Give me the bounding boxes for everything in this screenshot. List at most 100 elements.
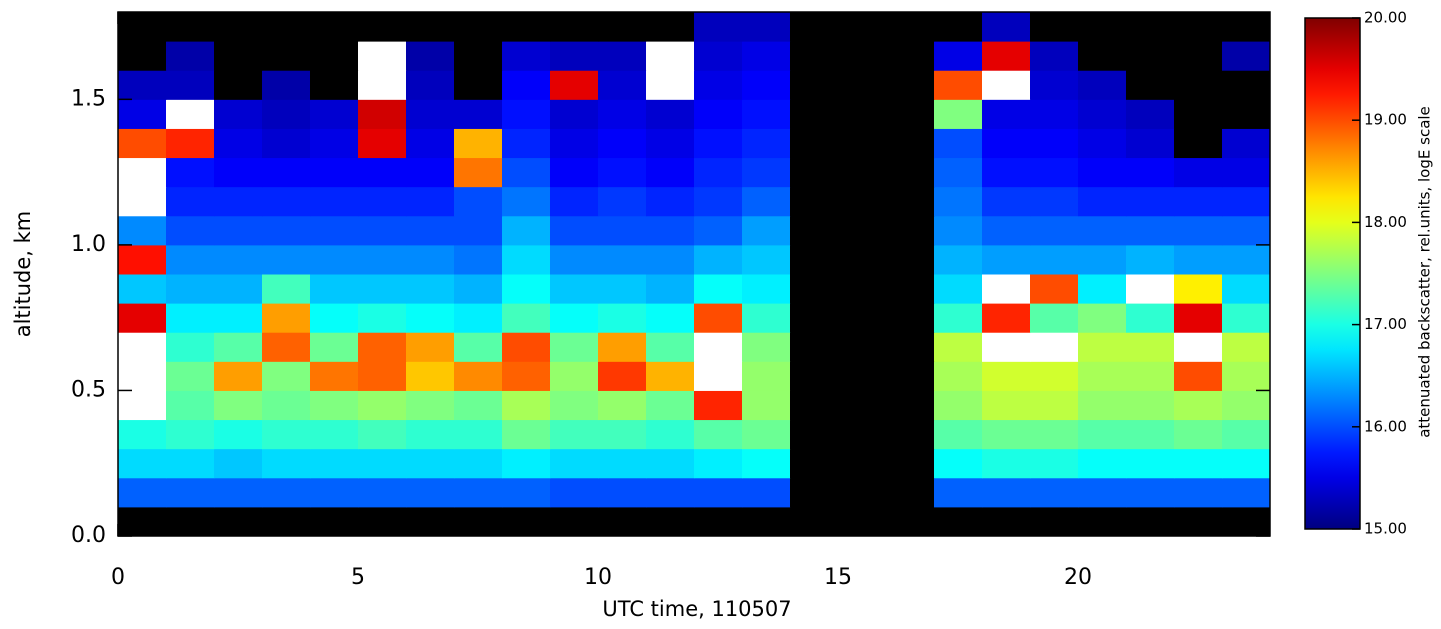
heat-cell <box>214 157 263 188</box>
colorbar-tick-label: 17.00 <box>1364 315 1407 333</box>
heat-cell <box>934 186 983 217</box>
heat-cell <box>502 215 551 246</box>
heat-cell <box>982 303 1031 333</box>
y-tick-label: 0.0 <box>71 523 106 548</box>
heat-cell <box>310 361 359 391</box>
heat-cell <box>742 157 791 188</box>
heat-cell <box>502 361 551 391</box>
heat-cell <box>886 506 935 537</box>
heat-cell <box>694 506 743 537</box>
heat-cell <box>310 70 359 100</box>
heat-cell <box>1222 157 1271 188</box>
heat-cell <box>1174 186 1223 217</box>
heat-cell <box>358 99 407 129</box>
heat-cell <box>982 157 1031 188</box>
x-tick-label: 10 <box>584 565 612 590</box>
heat-cell <box>790 448 839 479</box>
heat-cell <box>742 303 791 333</box>
heat-cell <box>886 274 935 304</box>
heat-cell <box>646 157 695 188</box>
heat-cell <box>982 70 1031 100</box>
heat-cell <box>1174 99 1223 129</box>
heat-cell <box>1174 303 1223 333</box>
heat-cell <box>310 390 359 421</box>
heat-cell <box>838 506 887 537</box>
heat-cell <box>838 41 887 71</box>
heat-cell <box>790 12 839 42</box>
heat-cell <box>166 99 215 129</box>
heat-cell <box>1078 157 1127 188</box>
heat-cell <box>982 332 1031 362</box>
heat-cell <box>550 448 599 479</box>
heat-cell <box>1174 41 1223 71</box>
heat-cell <box>550 157 599 188</box>
heat-cell <box>214 332 263 362</box>
heat-cell <box>982 274 1031 304</box>
heat-cell <box>694 332 743 362</box>
heat-cell <box>310 274 359 304</box>
heat-cell <box>1174 12 1223 42</box>
heat-cell <box>214 274 263 304</box>
heat-cell <box>1078 41 1127 71</box>
heat-cell <box>1222 244 1271 275</box>
heat-cell <box>934 70 983 100</box>
colorbar-tick-label: 19.00 <box>1364 111 1407 129</box>
heat-cell <box>1174 477 1223 508</box>
heat-cell <box>1078 332 1127 362</box>
heat-cell <box>502 70 551 100</box>
heat-cell <box>598 99 647 129</box>
heat-cell <box>934 448 983 479</box>
heat-cell <box>214 41 263 71</box>
heat-cell <box>646 128 695 159</box>
heat-cell <box>1078 361 1127 391</box>
heat-cell <box>502 477 551 508</box>
heat-cell <box>166 186 215 217</box>
heat-cell <box>886 41 935 71</box>
heat-cell <box>166 128 215 159</box>
heat-cell <box>790 419 839 450</box>
heat-cell <box>742 332 791 362</box>
heat-cell <box>550 274 599 304</box>
heat-cell <box>598 244 647 275</box>
heat-cell <box>790 477 839 508</box>
heat-cell <box>406 361 455 391</box>
heat-cell <box>310 419 359 450</box>
heat-cell <box>1030 12 1079 42</box>
heat-cell <box>886 361 935 391</box>
heat-cell <box>166 419 215 450</box>
heat-cell <box>406 99 455 129</box>
heat-cell <box>1030 361 1079 391</box>
heat-cell <box>1030 41 1079 71</box>
heat-cell <box>1030 448 1079 479</box>
heat-cell <box>502 332 551 362</box>
heat-cell <box>310 215 359 246</box>
heat-cell <box>886 99 935 129</box>
heat-cell <box>262 506 311 537</box>
heat-cell <box>406 274 455 304</box>
heat-cell <box>118 99 167 129</box>
heat-cell <box>550 12 599 42</box>
heat-cell <box>646 332 695 362</box>
heat-cell <box>262 303 311 333</box>
heat-cell <box>838 157 887 188</box>
y-axis-label: altitude, km <box>11 211 35 338</box>
heat-cell <box>454 186 503 217</box>
heat-cell <box>358 12 407 42</box>
heat-cell <box>934 506 983 537</box>
heat-cell <box>694 448 743 479</box>
heat-cell <box>166 303 215 333</box>
heat-cell <box>598 361 647 391</box>
x-tick-label: 15 <box>824 565 852 590</box>
heat-cell <box>1078 70 1127 100</box>
heat-cell <box>1174 70 1223 100</box>
heat-cell <box>310 448 359 479</box>
heat-cell <box>742 244 791 275</box>
heat-cell <box>214 448 263 479</box>
heat-cell <box>1222 361 1271 391</box>
heat-cell <box>310 41 359 71</box>
heat-cell <box>358 274 407 304</box>
heat-cell <box>214 70 263 100</box>
heat-cell <box>358 41 407 71</box>
heat-cell <box>214 186 263 217</box>
heat-cell <box>742 506 791 537</box>
